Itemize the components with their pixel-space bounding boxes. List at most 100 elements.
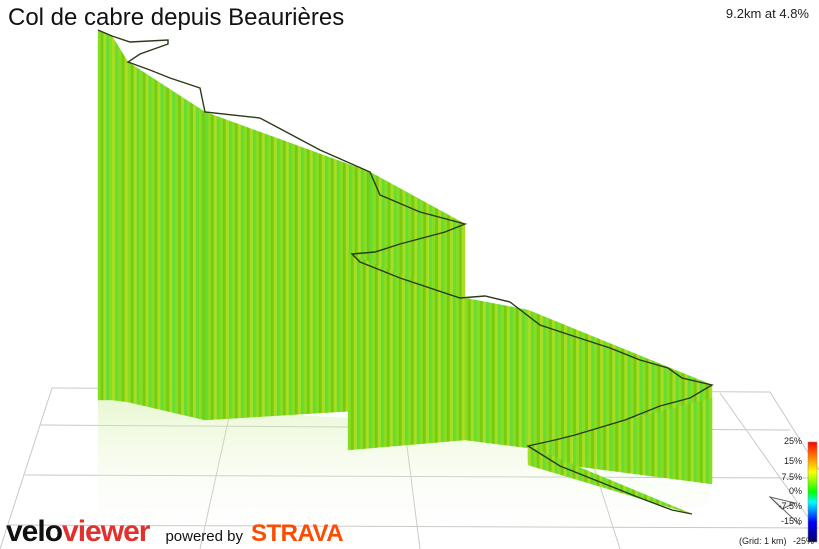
- profile-wall-strip: [151, 77, 155, 409]
- profile-wall-strip: [611, 480, 615, 492]
- profile-wall-strip: [621, 420, 625, 473]
- profile-wall-strip: [392, 270, 397, 447]
- profile-wall-strip: [548, 318, 553, 453]
- profile-wall-strip: [395, 271, 400, 447]
- profile-wall-strip: [636, 416, 640, 475]
- profile-wall-strip: [597, 426, 601, 470]
- profile-wall-strip: [353, 255, 358, 450]
- profile-wall-strip: [530, 310, 535, 450]
- profile-wall-strip: [582, 430, 586, 468]
- profile-wall-strip: [675, 406, 680, 480]
- profile-wall-strip: [563, 435, 568, 466]
- profile-wall-strip: [157, 80, 161, 410]
- profile-wall-strip: [198, 107, 203, 420]
- profile-wall-strip: [660, 410, 664, 478]
- profile-wall-strip: [365, 260, 370, 449]
- profile-wall-strip: [111, 35, 116, 401]
- profile-wall-strip: [184, 98, 188, 417]
- profile-wall-strip: [570, 433, 574, 467]
- profile-wall-strip: [118, 45, 122, 402]
- profile-wall-strip: [133, 65, 138, 405]
- profile-wall-strip: [359, 258, 364, 450]
- profile-wall-strip: [614, 481, 618, 492]
- profile-wall-strip: [303, 147, 308, 415]
- profile-wall-strip: [204, 111, 209, 421]
- grid-scale-text: (Grid: 1 km): [738, 536, 787, 546]
- profile-wall-strip: [551, 319, 556, 454]
- profile-wall-strip: [160, 82, 164, 411]
- profile-wall-strip: [246, 126, 251, 418]
- profile-wall-strip: [127, 61, 132, 403]
- profile-wall-strip: [554, 320, 559, 454]
- legend-label-0: 0%: [788, 486, 802, 496]
- grid-scale-note: (Grid: 1 km) -25%: [739, 536, 814, 546]
- profile-wall-strip: [497, 304, 502, 445]
- profile-walls: [97, 29, 713, 515]
- profile-wall-strip: [470, 298, 475, 442]
- profile-wall-strip: [389, 269, 394, 447]
- profile-wall-strip: [285, 141, 290, 416]
- profile-wall-strip: [551, 455, 556, 474]
- profile-wall-strip: [249, 128, 254, 418]
- profile-wall-strip: [527, 445, 532, 467]
- profile-wall-strip: [449, 292, 454, 442]
- profile-wall-strip: [455, 294, 460, 441]
- profile-wall-strip: [368, 261, 373, 449]
- grid-line: [0, 387, 53, 549]
- profile-wall-strip: [416, 279, 421, 445]
- profile-wall-strip: [136, 67, 141, 406]
- profile-wall-strip: [294, 144, 299, 415]
- profile-wall-strip: [437, 287, 442, 443]
- profile-wall-strip: [108, 34, 113, 401]
- profile-wall-strip: [219, 117, 224, 420]
- profile-wall-strip: [527, 309, 532, 449]
- profile-wall-strip: [440, 288, 445, 443]
- profile-wall-strip: [216, 116, 221, 420]
- profile-wall-strip: [557, 321, 562, 455]
- profile-wall-strip: [620, 484, 624, 494]
- profile-wall-strip: [195, 105, 200, 419]
- grid-line: [719, 392, 811, 521]
- brand-viewer: viewer: [62, 515, 150, 548]
- legend-label-neg-25: -25%: [792, 536, 814, 546]
- legend-label-25: 25%: [783, 436, 802, 446]
- profile-wall-strip: [509, 306, 514, 447]
- profile-wall-strip: [657, 411, 661, 478]
- profile-wall-strip: [642, 415, 646, 476]
- profile-wall-strip: [603, 425, 607, 471]
- profile-wall-strip: [608, 479, 612, 491]
- profile-wall-strip: [187, 100, 191, 417]
- profile-wall-strip: [410, 277, 415, 445]
- profile-wall-strip: [201, 109, 206, 421]
- profile-wall-strip: [374, 263, 379, 448]
- profile-wall-strip: [467, 298, 472, 441]
- profile-wall-strip: [618, 421, 622, 473]
- profile-wall-strip: [267, 134, 272, 417]
- profile-wall-strip: [189, 102, 194, 418]
- profile-wall-strip: [225, 119, 230, 419]
- profile-wall-strip: [172, 90, 176, 414]
- profile-wall-strip: [648, 413, 652, 477]
- profile-wall-strip: [663, 409, 667, 479]
- profile-wall-strip: [630, 418, 634, 474]
- profile-wall-strip: [512, 306, 517, 447]
- profile-wall-strip: [693, 401, 698, 483]
- profile-wall-strip: [696, 400, 701, 483]
- profile-wall-strip: [377, 264, 382, 448]
- profile-wall-strip: [669, 407, 673, 480]
- legend-label-neg-15: -15%: [780, 516, 802, 526]
- profile-wall-strip: [639, 415, 643, 476]
- profile-wall-strip: [422, 281, 427, 444]
- profile-wall-strip: [282, 140, 287, 416]
- profile-wall-strip: [473, 299, 478, 442]
- profile-wall-strip: [114, 40, 119, 402]
- profile-wall-strip: [178, 94, 182, 415]
- profile-wall-strip: [461, 296, 466, 441]
- profile-wall-strip: [166, 86, 170, 412]
- profile-wall-strip: [479, 300, 484, 443]
- profile-wall-strip: [228, 120, 233, 419]
- profile-wall-strip: [494, 303, 499, 445]
- profile-wall-strip: [121, 50, 126, 402]
- profile-wall-strip: [672, 407, 677, 480]
- profile-wall-strip: [163, 84, 167, 412]
